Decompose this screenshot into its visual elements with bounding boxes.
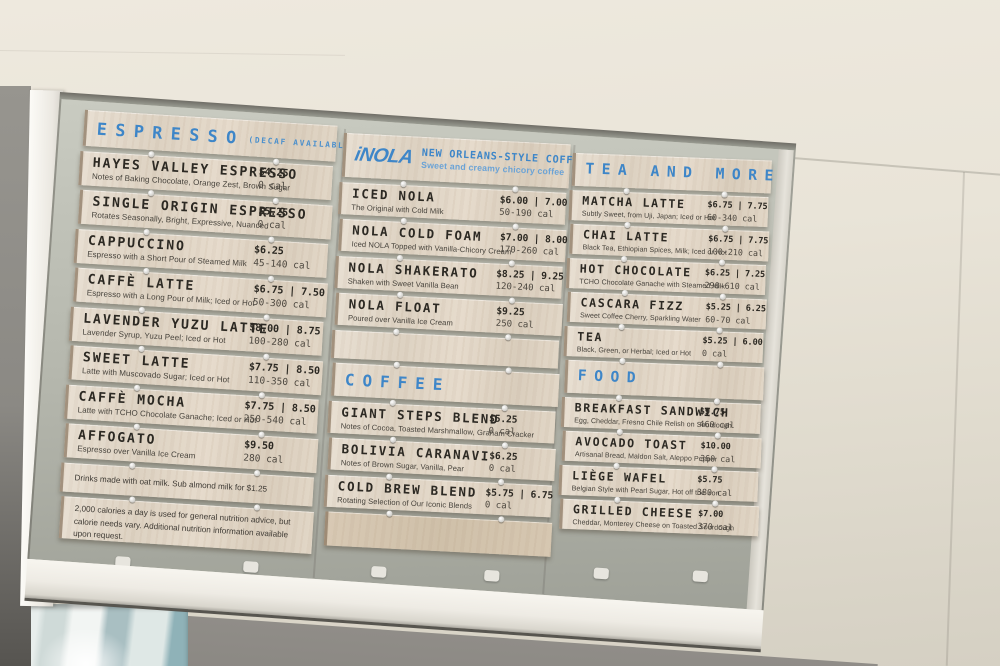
nola-logo: iNOLA	[352, 143, 415, 169]
item-calories: 170-260 cal	[499, 244, 560, 258]
menu-item-plank: HOT CHOCOLATE TCHO Chocolate Ganache wit…	[566, 255, 767, 296]
blank-plank	[331, 328, 560, 369]
menu-item-plank: TEA Black, Green, or Herbal; Iced or Hot…	[563, 323, 764, 363]
menu-item-plank: MATCHA LATTE Subtly Sweet, from Uji, Jap…	[568, 187, 769, 228]
menu-item-plank: BOLIVIA CARANAVI Notes of Brown Sugar, V…	[327, 436, 556, 481]
wall-seam	[792, 157, 1000, 177]
calorie-disclaimer-plank: 2,000 calories a day is used for general…	[58, 496, 314, 554]
item-calories: 0 cal	[701, 347, 728, 359]
item-calories: 45-140 cal	[252, 257, 311, 273]
item-price: $7.00 | 8.00	[499, 231, 568, 247]
item-price: $5.25	[488, 413, 518, 426]
item-calories: 380 cal	[696, 486, 733, 498]
blank-plank	[323, 510, 553, 557]
mount-pin-icon	[386, 510, 393, 517]
menu-item-plank: CASCARA FIZZ Sweet Coffee Cherry, Sparkl…	[566, 289, 767, 330]
wall-seam	[945, 172, 965, 666]
item-price: $6.75 | 7.75	[707, 199, 768, 213]
tea-and-more-board: TEA AND MORE MATCHA LATTE Subtly Sweet, …	[558, 152, 781, 540]
item-calories: 50-190 cal	[498, 207, 554, 220]
item-price: $5.25 | 6.25	[705, 302, 766, 315]
item-price: $9.50	[243, 439, 275, 453]
section-title: TEA AND MORE	[585, 160, 782, 185]
item-calories: 370 cal	[697, 520, 734, 532]
espresso-board: ESPRESSO (DECAF AVAILABLE) HAYES VALLEY …	[58, 109, 358, 559]
item-calories: 60-340 cal	[706, 211, 758, 224]
mount-pin-icon	[393, 328, 400, 336]
item-calories: 0 cal	[488, 463, 517, 475]
item-price: $10.00	[700, 440, 731, 453]
item-price: $5.75	[697, 474, 723, 486]
mount-pin-icon	[498, 516, 505, 523]
item-calories: 360 cal	[699, 452, 736, 464]
rail-clip-icon	[242, 560, 259, 573]
item-calories: 290-610 cal	[704, 279, 761, 292]
item-calories: 100-210 cal	[707, 245, 764, 258]
nola-board: iNOLA NEW ORLEANS-STYLE COFFEE Sweet and…	[323, 132, 587, 562]
item-price: $5.25	[258, 205, 289, 219]
item-calories: 280 cal	[242, 452, 284, 467]
section-title: ESPRESSO	[96, 118, 246, 148]
item-price: $8.25 | 9.25	[495, 268, 564, 283]
item-price: $5.75 | 6.75	[485, 487, 554, 502]
item-price: $6.00 | 7.00	[499, 194, 568, 209]
mount-pin-icon	[505, 334, 512, 341]
mount-pin-icon	[505, 367, 513, 374]
menu-item-plank: NOLA FLOAT Poured over Vanilla Ice Cream…	[334, 291, 563, 337]
section-title: FOOD	[577, 367, 644, 387]
rail-clip-icon	[692, 570, 709, 583]
item-calories: 250 cal	[495, 318, 534, 331]
item-price: $6.25	[253, 244, 284, 258]
menu-item-plank: CHAI LATTE Black Tea, Ethiopian Spices, …	[569, 221, 770, 262]
item-price: $4.25	[258, 166, 289, 180]
item-calories: 250-540 cal	[243, 413, 307, 429]
glass-reflection	[0, 604, 188, 666]
item-calories: 460 cal	[699, 418, 735, 430]
wall-seam	[0, 50, 345, 56]
menu-item-plank: BREAKFAST SANDWICH Egg, Cheddar, Fresno …	[560, 394, 761, 434]
item-price: $6.25 | 7.25	[704, 267, 766, 281]
item-price: $7.00	[697, 508, 724, 520]
menu-item-plank: GIANT STEPS BLEND Notes of Cocoa, Toaste…	[327, 399, 556, 444]
item-calories: 0 cal	[488, 426, 516, 438]
item-price: $5.25 | 6.00	[702, 335, 763, 348]
item-calories: 110-350 cal	[247, 374, 312, 390]
menu-item-plank: AVOCADO TOAST Artisanal Bread, Maldon Sa…	[561, 428, 762, 469]
rail-clip-icon	[370, 565, 387, 578]
section-header-plank: TEA AND MORE	[571, 152, 781, 194]
menu-item-plank: NOLA COLD FOAM Iced NOLA Topped with Van…	[338, 217, 568, 263]
rail-clip-icon	[483, 569, 500, 582]
section-header-plank: FOOD	[564, 357, 765, 401]
section-header-plank: COFFEE	[331, 361, 560, 408]
item-calories: 0 cal	[257, 219, 287, 232]
menu-item-plank: NOLA SHAKERATO Shaken with Sweet Vanilla…	[334, 254, 564, 299]
section-title: COFFEE	[344, 369, 451, 395]
item-price: $9.75	[699, 406, 726, 418]
menu-item-plank: LIÈGE WAFEL Belgian Style with Pearl Sug…	[558, 462, 759, 502]
item-calories: 50-300 cal	[252, 296, 311, 312]
mount-pin-icon	[717, 361, 724, 368]
menu-item-plank: ICED NOLA The Original with Cold Milk $6…	[338, 180, 568, 225]
rail-clip-icon	[593, 567, 610, 580]
item-price: $9.25	[496, 305, 525, 319]
item-calories: 60-70 cal	[705, 313, 751, 326]
item-price: $6.25	[489, 450, 518, 464]
item-calories: 120-240 cal	[495, 281, 556, 295]
item-price: $6.75 | 7.75	[707, 234, 769, 247]
item-calories: 100-280 cal	[248, 335, 312, 351]
mount-pin-icon	[393, 361, 401, 368]
menu-item-plank: COLD BREW BLEND Rotating Selection of Ou…	[323, 473, 554, 518]
mount-pin-icon	[619, 357, 626, 365]
item-calories: 0 cal	[257, 179, 287, 193]
menu-item-plank: GRILLED CHEESE Cheddar, Monterey Cheese …	[559, 496, 760, 537]
item-calories: 0 cal	[484, 500, 513, 512]
